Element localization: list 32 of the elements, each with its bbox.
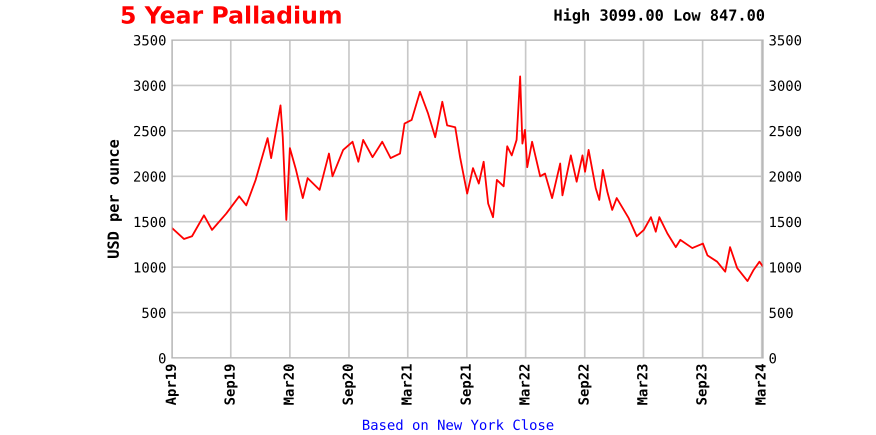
x-tick-label: Mar21: [401, 364, 412, 405]
y2-tick-label: 1500: [770, 216, 802, 228]
text: Based on New York Close: [362, 419, 554, 430]
y2-tick-label: 500: [770, 308, 793, 318]
y-tick-label: 3000: [134, 80, 166, 91]
x-tick-label: Sep23: [696, 364, 710, 404]
y2-tick-label: 1000: [770, 262, 802, 273]
chart-subtitle: High 3099.00 Low 847.00: [554, 8, 764, 24]
x-tick-label: Mar24: [755, 364, 766, 405]
y-tick-label: 1000: [134, 262, 166, 273]
y-tick-label: 3500: [134, 35, 166, 46]
y2-tick-label: 2500: [770, 126, 802, 136]
y-tick-label: 500: [142, 308, 166, 318]
x-tick-label: Sep20: [342, 364, 356, 404]
x-tick-label: Sep22: [578, 364, 592, 404]
x-tick-label: Mar23: [637, 364, 648, 405]
y-tick-label: 2000: [134, 171, 166, 182]
y-tick-label: 2500: [134, 126, 166, 136]
y2-tick-label: 2000: [770, 171, 802, 182]
y-axis-title: USD per ounce: [107, 140, 122, 258]
x-tick-label: Sep21: [460, 364, 474, 404]
y2-tick-label: 0: [769, 353, 776, 364]
chart-title: 5 Year Palladium: [122, 6, 341, 24]
y2-tick-label: 3000: [769, 80, 802, 91]
x-tick-label: Apr19: [166, 364, 179, 406]
x-tick-label: Mar22: [519, 364, 530, 405]
y2-tick-label: 3500: [769, 35, 802, 46]
y-tick-label: 1500: [134, 216, 166, 228]
x-tick-label: Mar20: [283, 364, 294, 405]
x-tick-label: Sep19: [224, 364, 238, 404]
y-tick-label: 0: [158, 353, 166, 364]
line-series: [172, 76, 763, 282]
